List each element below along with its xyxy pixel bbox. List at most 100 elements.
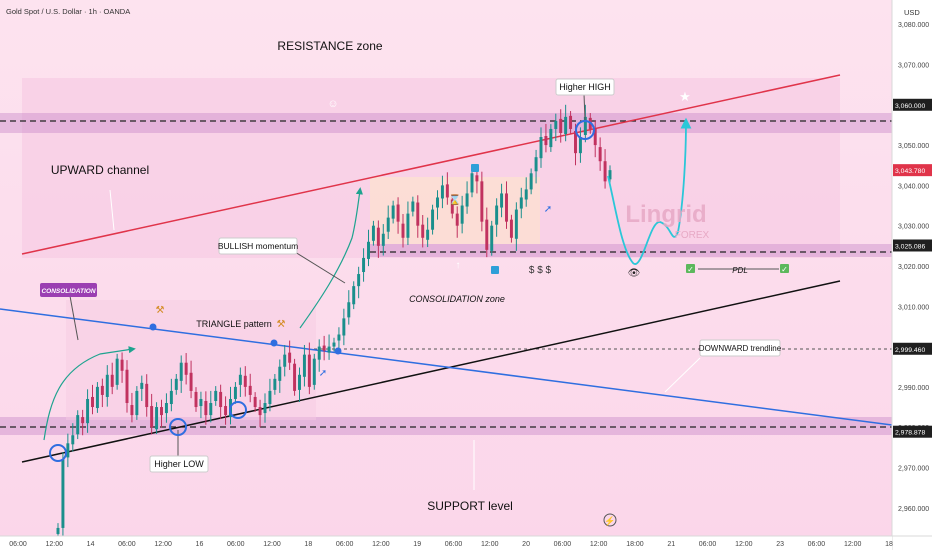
candle-body[interactable] xyxy=(273,378,277,390)
candle-body[interactable] xyxy=(219,391,223,408)
candle-body[interactable] xyxy=(81,417,85,424)
candle-body[interactable] xyxy=(71,435,75,445)
candle-body[interactable] xyxy=(95,386,99,409)
higher-low-circle[interactable] xyxy=(169,418,187,436)
candle-body[interactable] xyxy=(534,157,538,172)
candle-body[interactable] xyxy=(455,213,459,226)
candle-body[interactable] xyxy=(307,354,311,387)
candle-body[interactable] xyxy=(140,382,144,389)
downward-trendline[interactable] xyxy=(0,308,893,426)
candle-body[interactable] xyxy=(238,374,242,385)
candle-body[interactable] xyxy=(460,205,464,224)
candle-body[interactable] xyxy=(440,185,444,199)
candle-body[interactable] xyxy=(145,383,149,408)
candle-body[interactable] xyxy=(371,225,375,241)
candle-body[interactable] xyxy=(298,374,301,390)
candle-body[interactable] xyxy=(524,189,528,200)
candle-body[interactable] xyxy=(554,120,558,129)
candle-body[interactable] xyxy=(519,197,523,209)
candle-body[interactable] xyxy=(253,396,257,408)
candle-body[interactable] xyxy=(608,170,612,180)
channel-lower-line[interactable] xyxy=(21,280,841,463)
candle-body[interactable] xyxy=(559,118,563,133)
candle-body[interactable] xyxy=(125,369,129,404)
candle-body[interactable] xyxy=(130,405,134,416)
candle-body[interactable] xyxy=(500,193,504,208)
candle-body[interactable] xyxy=(514,209,518,239)
candle-body[interactable] xyxy=(549,128,553,148)
candle-body[interactable] xyxy=(268,390,272,405)
candle-body[interactable] xyxy=(381,233,385,246)
candle-body[interactable] xyxy=(574,130,577,154)
candle-body[interactable] xyxy=(120,359,124,371)
candle-body[interactable] xyxy=(233,386,237,399)
candle-body[interactable] xyxy=(293,363,297,391)
candle-body[interactable] xyxy=(332,342,336,347)
candle-body[interactable] xyxy=(243,375,247,387)
swing-low-circle-2[interactable] xyxy=(229,401,247,419)
candle-body[interactable] xyxy=(91,396,94,408)
candle-body[interactable] xyxy=(288,352,292,363)
candle-body[interactable] xyxy=(509,219,513,238)
candle-body[interactable] xyxy=(362,257,366,273)
candle-body[interactable] xyxy=(396,204,400,222)
candle-body[interactable] xyxy=(495,205,499,225)
candle-body[interactable] xyxy=(564,116,568,134)
projection-path[interactable] xyxy=(607,117,692,265)
candle-body[interactable] xyxy=(480,181,484,222)
candle-body[interactable] xyxy=(61,459,65,528)
candle-body[interactable] xyxy=(485,219,489,250)
time-axis-panel[interactable] xyxy=(0,536,892,550)
candle-body[interactable] xyxy=(401,223,405,238)
candle-body[interactable] xyxy=(603,161,607,182)
candle-body[interactable] xyxy=(426,229,430,240)
candle-body[interactable] xyxy=(283,354,287,367)
price-axis-panel[interactable] xyxy=(892,0,932,550)
candle-body[interactable] xyxy=(386,217,390,232)
candle-body[interactable] xyxy=(155,407,159,430)
lightning-icon[interactable]: ⚡ xyxy=(604,515,615,527)
candle-body[interactable] xyxy=(312,358,316,385)
candle-body[interactable] xyxy=(194,391,198,408)
candle-body[interactable] xyxy=(342,318,346,336)
candle-body[interactable] xyxy=(357,274,361,287)
candle-body[interactable] xyxy=(169,390,173,405)
candle-body[interactable] xyxy=(367,241,370,259)
candle-body[interactable] xyxy=(421,224,425,238)
candle-body[interactable] xyxy=(411,201,415,212)
candle-body[interactable] xyxy=(189,372,193,391)
candle-body[interactable] xyxy=(204,400,208,416)
candle-body[interactable] xyxy=(593,127,597,146)
candle-body[interactable] xyxy=(598,147,602,162)
candle-body[interactable] xyxy=(160,407,163,416)
candle-body[interactable] xyxy=(199,398,203,407)
candle-body[interactable] xyxy=(391,205,395,219)
candle-body[interactable] xyxy=(450,199,454,214)
candle-body[interactable] xyxy=(214,390,218,401)
candle-body[interactable] xyxy=(179,362,183,381)
candle-body[interactable] xyxy=(105,374,109,397)
candle-body[interactable] xyxy=(470,173,474,193)
candle-body[interactable] xyxy=(505,193,508,222)
candle-body[interactable] xyxy=(100,385,104,395)
candle-body[interactable] xyxy=(544,136,548,146)
candle-body[interactable] xyxy=(352,286,356,305)
candle-body[interactable] xyxy=(258,407,262,416)
candle-body[interactable] xyxy=(209,403,213,416)
candle-body[interactable] xyxy=(445,184,449,198)
candle-body[interactable] xyxy=(174,378,178,390)
channel-upper-line[interactable] xyxy=(21,74,841,255)
candle-body[interactable] xyxy=(416,202,420,226)
higher-high-circle[interactable] xyxy=(575,120,595,140)
candle-body[interactable] xyxy=(302,354,306,377)
candle-body[interactable] xyxy=(347,302,351,318)
candle-body[interactable] xyxy=(76,415,80,435)
candle-body[interactable] xyxy=(431,209,435,230)
candle-body[interactable] xyxy=(184,362,188,375)
candle-body[interactable] xyxy=(376,227,380,246)
candle-body[interactable] xyxy=(322,345,326,351)
candle-body[interactable] xyxy=(66,443,70,458)
candle-body[interactable] xyxy=(224,406,228,416)
candle-body[interactable] xyxy=(150,406,154,428)
